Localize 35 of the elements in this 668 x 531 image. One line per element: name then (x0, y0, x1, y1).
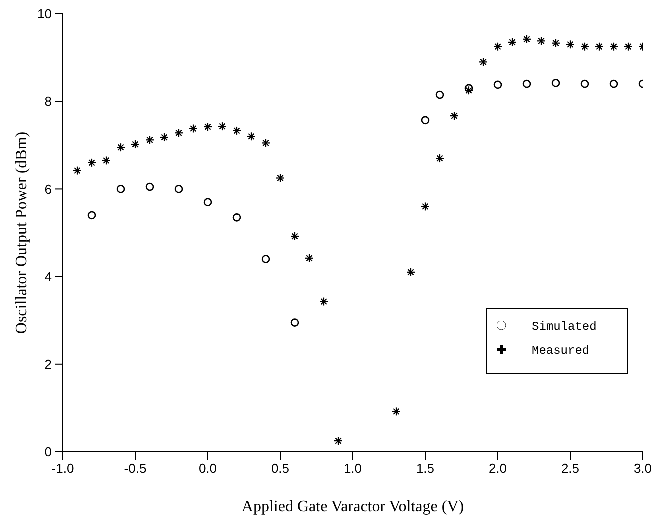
y-tick-label: 4 (44, 269, 52, 284)
y-tick-label: 6 (44, 182, 52, 197)
point (494, 80, 502, 90)
point (421, 116, 430, 125)
point (204, 198, 212, 206)
x-tick-label: 0.5 (271, 461, 290, 476)
x-tick-label: 2.0 (488, 461, 508, 476)
point (436, 90, 444, 100)
point (116, 185, 126, 194)
point (290, 318, 300, 327)
point (610, 80, 618, 88)
legend-label: Measured (532, 344, 590, 358)
legend-label: Simulated (532, 320, 597, 334)
x-tick-label: -1.0 (52, 461, 74, 476)
point (174, 185, 184, 194)
x-tick-label: 2.5 (561, 461, 580, 476)
point (146, 182, 154, 192)
x-tick-label: 1.5 (416, 461, 435, 476)
y-axis-title: Oscillator Output Power (dBm) (14, 132, 31, 334)
point (464, 84, 474, 93)
x-tick-label: 0.0 (198, 461, 218, 476)
y-tick-label: 8 (44, 94, 52, 110)
y-tick-label: 10 (38, 6, 52, 22)
point (232, 214, 242, 222)
x-tick-label: -0.5 (124, 461, 147, 476)
x-tick-label: 1.0 (344, 461, 362, 476)
point (580, 80, 590, 88)
point (262, 255, 270, 264)
point (88, 211, 96, 220)
y-tick-label: 0 (44, 444, 52, 460)
x-axis-title: Applied Gate Varactor Voltage (V) (242, 498, 464, 516)
point (552, 79, 560, 88)
y-tick-label: 2 (44, 357, 52, 372)
point (522, 80, 532, 88)
x-tick-label: 3.0 (634, 461, 652, 476)
